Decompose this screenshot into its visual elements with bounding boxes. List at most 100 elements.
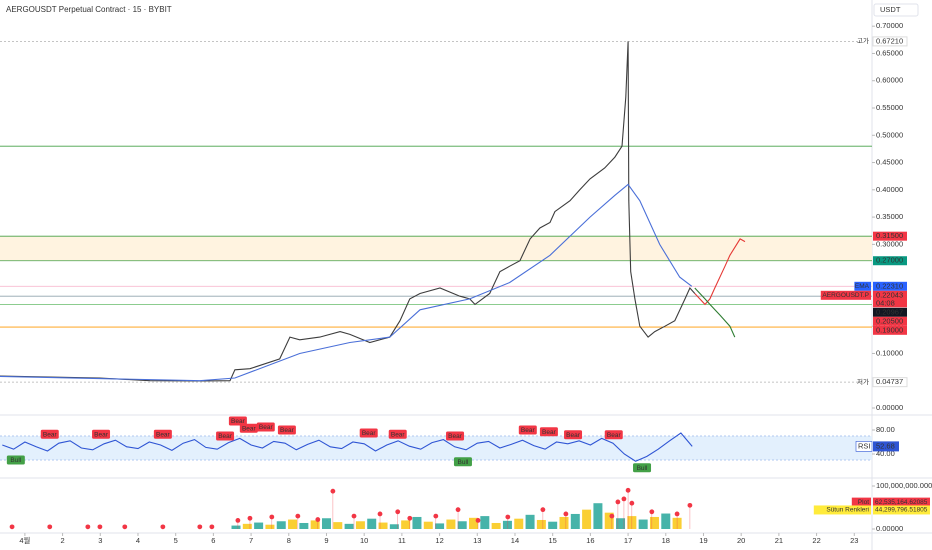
y-tick-label: 0.45000	[876, 158, 903, 167]
series-line	[694, 287, 736, 338]
y-tick-label: 0.50000	[876, 130, 903, 139]
currency-box[interactable]	[873, 3, 919, 17]
volume-bar	[582, 509, 592, 529]
volume-bar	[514, 518, 524, 529]
x-tick-label: 8	[287, 536, 291, 545]
price-line	[2, 432, 693, 462]
plot-dot	[475, 518, 481, 523]
signal-label: Bear	[218, 433, 233, 440]
x-tick-label: 3	[98, 536, 102, 545]
volume-bar	[265, 524, 275, 529]
currency-label[interactable]: USDT	[880, 5, 901, 14]
y-tick-label: 0.10000	[876, 348, 903, 357]
price-label-box	[872, 377, 908, 388]
signal-tag	[216, 431, 235, 441]
signal-tag	[633, 463, 652, 473]
price-label: 0.19000	[876, 325, 903, 334]
signal-tag	[40, 429, 59, 439]
x-tick-label: 19	[699, 536, 707, 545]
volume-bar	[423, 521, 433, 529]
signal-tag	[564, 430, 583, 440]
volume-bar	[288, 519, 298, 529]
signal-tag	[539, 427, 558, 437]
y-tick-label: 100,000,000.0000	[876, 481, 932, 490]
volume-bar	[491, 522, 501, 529]
y-tick-label: 0.35000	[876, 212, 903, 221]
signal-label: Bull	[10, 457, 21, 464]
volume-bar	[638, 519, 648, 529]
legend-name: Plot	[858, 499, 869, 506]
plot-dot	[9, 524, 15, 530]
volume-bar	[480, 516, 490, 529]
price-label-box	[873, 290, 907, 300]
plot-dot	[505, 514, 511, 520]
price-tag-box	[854, 281, 871, 291]
shaded-band	[0, 436, 872, 460]
y-tick-label: 0.55000	[876, 103, 903, 112]
plot-dot	[351, 513, 357, 519]
signal-label: Bear	[43, 431, 58, 438]
volume-bar	[367, 518, 377, 529]
plot-dot	[563, 511, 569, 517]
volume-bar	[310, 520, 320, 529]
plot-dot	[47, 524, 53, 530]
signal-label: Bear	[242, 425, 257, 432]
x-tick-label: 14	[511, 536, 519, 545]
volume-bar	[502, 520, 512, 529]
plot-dot	[649, 509, 655, 515]
rsi-tag: RSI	[858, 441, 871, 450]
signal-tag	[446, 431, 465, 441]
signal-tag	[453, 457, 472, 467]
price-tag: 고가	[857, 36, 869, 45]
x-tick-label: 4월	[19, 535, 30, 545]
volume-bar	[435, 523, 445, 529]
x-tick-label: 11	[398, 536, 406, 545]
plot-dot	[433, 513, 439, 519]
legend-value-box	[873, 505, 930, 515]
volume-bar	[344, 523, 354, 529]
x-tick-label: 20	[737, 536, 745, 545]
plot-dot	[674, 511, 680, 517]
signal-tag	[277, 425, 296, 435]
x-tick-label: 17	[624, 536, 632, 545]
plot-dot	[209, 524, 215, 530]
volume-bar	[525, 514, 535, 529]
y-tick-label: 0.70000	[876, 21, 903, 30]
signal-label: Bear	[542, 429, 557, 436]
price-label-box	[873, 281, 907, 291]
signal-tag	[604, 430, 623, 440]
x-tick-label: 21	[775, 536, 783, 545]
plot-dot	[235, 518, 241, 523]
signal-label: Bear	[362, 430, 377, 437]
price-label-box	[873, 256, 907, 266]
plot-dot	[122, 524, 128, 530]
signal-label: Bear	[607, 432, 622, 439]
signal-label: Bear	[94, 431, 109, 438]
legend-name-box	[851, 497, 871, 507]
volume-bar	[548, 521, 558, 529]
volume-bar	[333, 522, 343, 529]
volume-bar	[299, 522, 309, 529]
x-tick-label: 6	[211, 536, 215, 545]
volume-bar	[457, 521, 467, 529]
price-tag: 저가	[857, 377, 869, 386]
volume-bar	[276, 521, 286, 529]
signal-label: Bear	[391, 431, 406, 438]
volume-bar	[593, 503, 603, 529]
legend-value: 62,535,164.62085	[875, 499, 928, 506]
legend-name: Sütun Renkleri	[826, 507, 869, 514]
price-label: 0.22310	[876, 281, 903, 290]
plot-dot	[687, 502, 693, 508]
x-tick-label: 10	[360, 536, 368, 545]
signal-label: Bear	[448, 433, 463, 440]
signal-label: Bear	[566, 432, 581, 439]
shaded-band	[0, 236, 872, 261]
volume-bar	[389, 524, 399, 529]
price-tag-box	[820, 290, 871, 300]
plot-dot	[315, 517, 321, 522]
rsi-value: 52.68	[876, 441, 895, 450]
price-line	[0, 41, 696, 382]
volume-bar	[231, 525, 241, 529]
price-label: 0.20967	[876, 307, 903, 316]
